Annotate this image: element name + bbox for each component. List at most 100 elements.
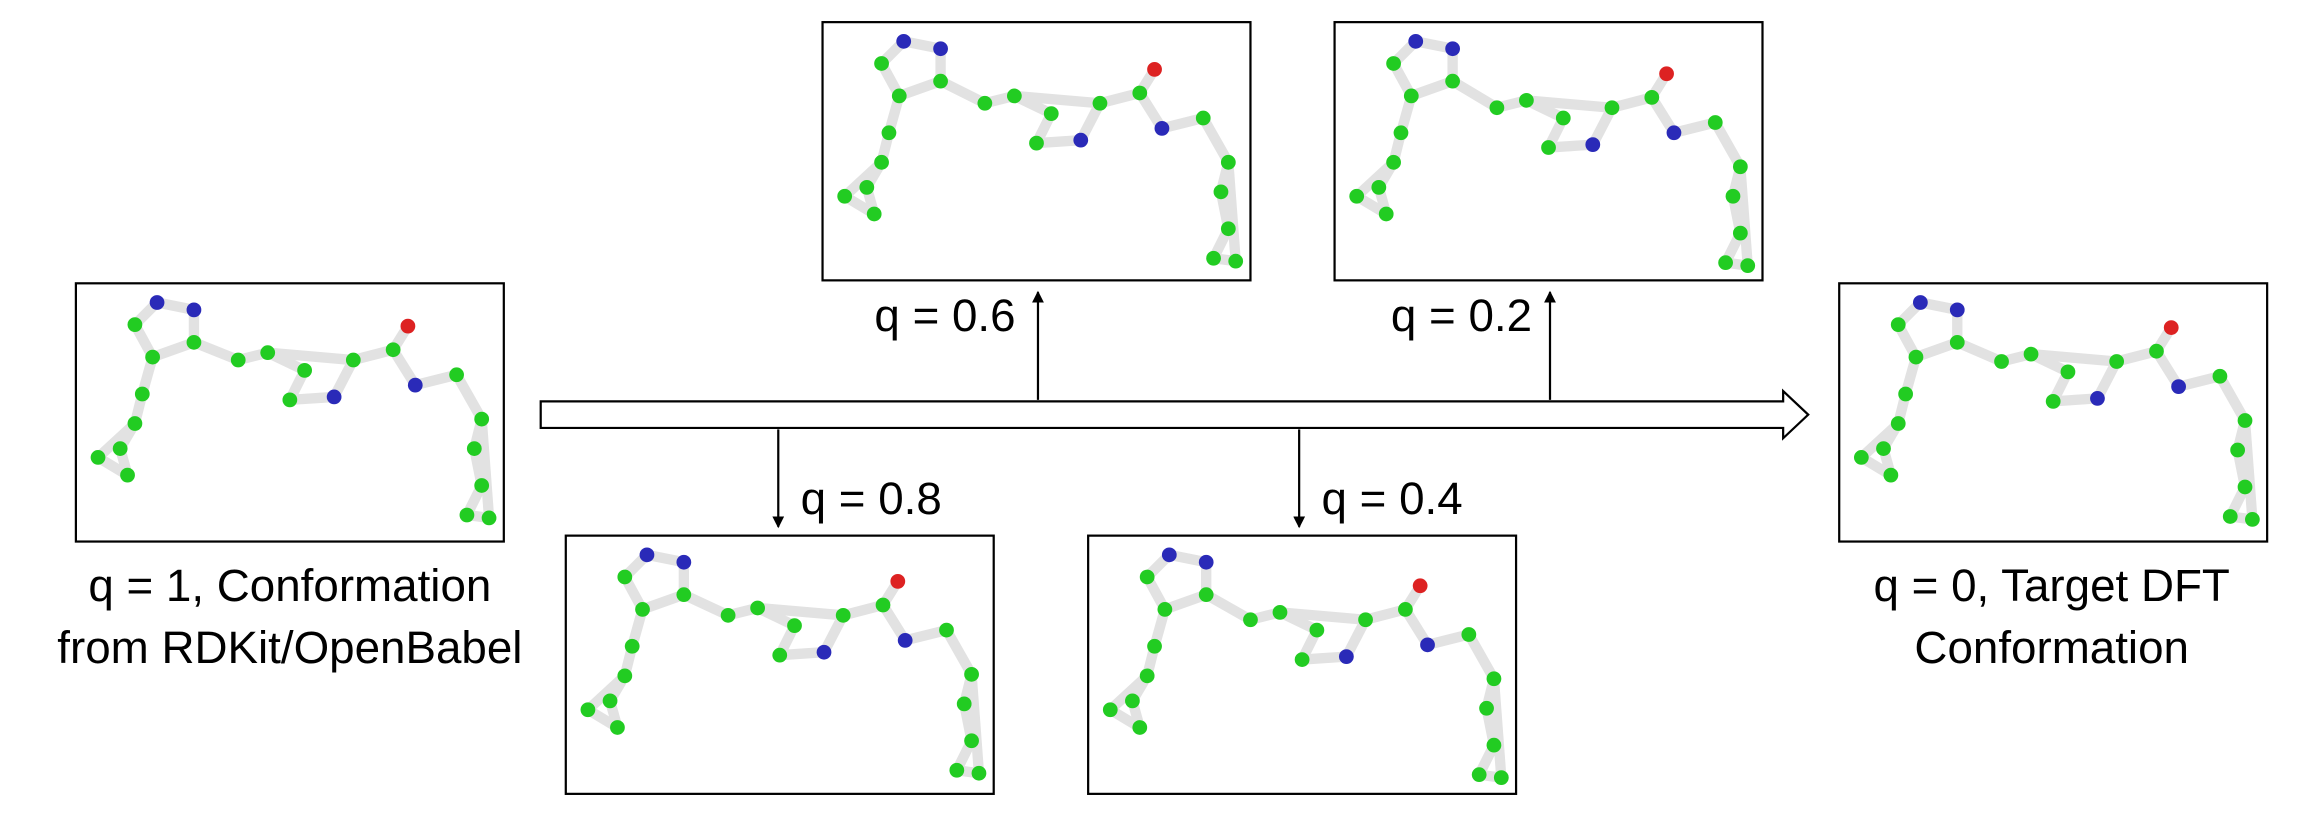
atom [617,569,633,585]
atom [1029,135,1044,151]
atom [1585,137,1601,152]
atom [2163,320,2179,335]
atom [1213,184,1229,200]
atom [1890,416,1906,431]
atom [1412,578,1428,594]
bond [451,369,487,425]
atom [1161,547,1177,563]
bond [2025,348,2122,367]
atom [1718,255,1733,271]
bond [1521,95,1618,113]
bond [1274,607,1371,625]
atom [1398,602,1413,617]
atom [939,622,954,638]
atom [1147,638,1162,654]
atom [1403,88,1419,104]
end-caption: q = 0, Target DFT [1874,560,2230,611]
atom [602,693,618,709]
atom [1092,95,1108,111]
atom [1666,125,1682,141]
atom [750,600,765,616]
bond [1031,135,1086,149]
atom [1228,253,1244,269]
atom [676,587,692,603]
start-caption: q = 1, Conformation [88,560,491,611]
atom [1489,100,1505,116]
atom [1461,627,1477,642]
end-caption: Conformation [1914,622,2189,673]
atom [1386,154,1401,170]
bond [1351,157,1399,202]
atom [2109,354,2125,369]
atom [186,302,202,318]
atom [720,607,736,623]
atom [2171,379,2186,394]
atom [1132,85,1148,101]
atom [112,441,128,456]
atom [1206,250,1221,266]
panel-frame [74,282,505,543]
bond [2214,371,2251,426]
atom [385,342,401,358]
atom [1220,154,1236,170]
atom [474,411,490,427]
atom [1445,41,1460,57]
atom [964,733,979,749]
atom [2212,368,2228,384]
stage-label: q = 0.4 [1322,473,1463,524]
atom [896,33,912,49]
atom [624,638,640,654]
atom [120,467,135,483]
bond [284,391,340,406]
atom [1338,649,1354,665]
atom [127,317,143,333]
atom [127,416,143,431]
atom [610,720,625,735]
atom [1486,671,1502,687]
atom [964,666,979,682]
atom [837,188,853,204]
atom [881,125,897,141]
atom [874,56,889,71]
atom [639,547,655,563]
atom [1732,225,1748,241]
atom [1132,720,1148,735]
panels [74,21,2269,795]
molecule [1102,547,1509,786]
bond [1447,75,1503,113]
atom [145,349,161,365]
bond [262,347,359,366]
bond [1009,90,1106,109]
atom [1890,317,1906,333]
bond [92,418,141,463]
atom [1519,92,1534,108]
atom [1853,450,1869,465]
bond [2048,393,2103,407]
bond [839,157,887,202]
atom [1139,668,1155,684]
atom [90,450,106,465]
bond [1296,651,1352,665]
atom [1154,120,1170,136]
atom [149,295,165,310]
atom [1949,302,1965,318]
atom [835,607,851,623]
bond [966,669,985,779]
atom [1908,349,1924,365]
atom [1994,354,2009,369]
atom [2222,509,2238,524]
atom [2060,364,2076,380]
atom [1659,66,1674,82]
atom [2237,479,2253,495]
atom [1157,602,1173,617]
bond [188,337,244,366]
bond [774,647,830,661]
atom [134,386,150,402]
atom [866,206,882,222]
atom [787,618,802,634]
panel-frame [821,21,1252,282]
atom [875,597,891,613]
atom [1198,554,1214,570]
